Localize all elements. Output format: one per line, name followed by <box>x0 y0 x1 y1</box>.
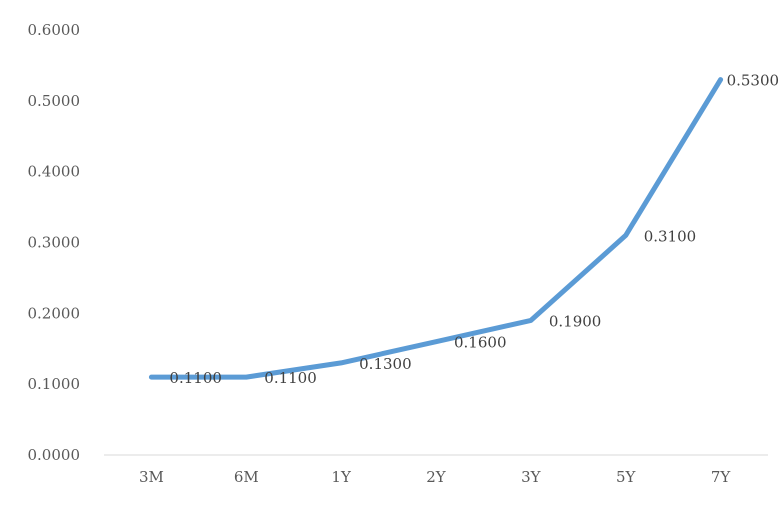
y-tick-label: 0.2000 <box>28 304 81 322</box>
y-tick-label: 0.4000 <box>28 163 81 181</box>
x-axis-labels: 3M 6M 1Y 2Y 3Y 5Y 7Y <box>139 468 731 486</box>
x-tick-label: 5Y <box>616 468 637 486</box>
data-labels: 0.1100 0.1100 0.1300 0.1600 0.1900 0.3100 0.53… <box>169 72 779 388</box>
series-line <box>148 77 724 380</box>
data-label: 0.5300 <box>727 72 780 90</box>
y-axis-labels: 0.0000 0.1000 0.2000 0.3000 0.4000 0.5000 0.60… <box>28 21 81 464</box>
data-label: 0.1600 <box>454 334 507 352</box>
y-tick-label: 0.1000 <box>28 375 81 393</box>
y-tick-label: 0.0000 <box>28 446 81 464</box>
data-label: 0.3100 <box>644 227 697 245</box>
data-label: 0.1100 <box>264 369 317 387</box>
y-tick-label: 0.3000 <box>28 234 81 252</box>
x-tick-label: 1Y <box>331 468 352 486</box>
data-label: 0.1900 <box>549 312 602 330</box>
data-label: 0.1300 <box>359 355 412 373</box>
x-tick-label: 3Y <box>521 468 542 486</box>
y-tick-label: 0.5000 <box>28 92 81 110</box>
y-tick-label: 0.6000 <box>28 21 81 39</box>
x-tick-label: 2Y <box>426 468 447 486</box>
data-label: 0.1100 <box>169 369 222 387</box>
x-tick-label: 7Y <box>711 468 732 486</box>
x-tick-label: 6M <box>234 468 259 486</box>
x-tick-label: 3M <box>139 468 164 486</box>
